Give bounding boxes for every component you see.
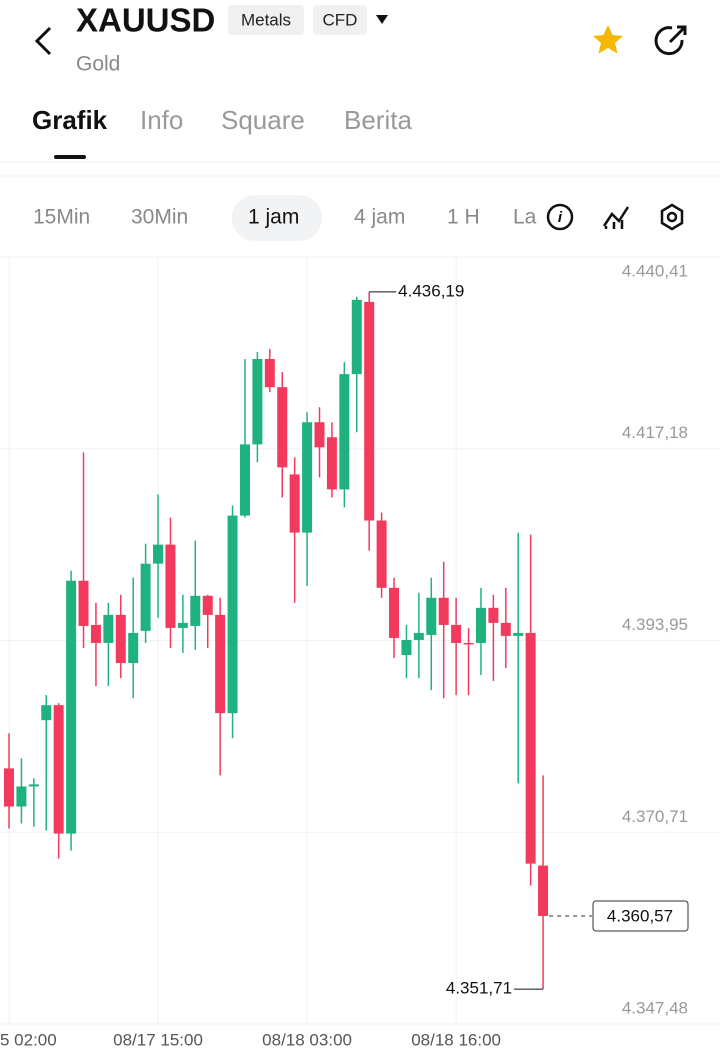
- settings-button[interactable]: [660, 203, 684, 231]
- candle-body: [53, 705, 64, 834]
- candle-body: [302, 422, 313, 533]
- candle-body: [227, 515, 238, 714]
- candle-body: [115, 614, 126, 663]
- tab-indicator: [54, 155, 86, 159]
- candle-body: [451, 624, 462, 643]
- candle-body: [438, 597, 449, 625]
- tab[interactable]: Info: [140, 105, 183, 135]
- x-tick-label: 08/18 03:00: [262, 1030, 352, 1049]
- candle-body: [314, 422, 325, 448]
- candle-body: [401, 639, 412, 655]
- share-button[interactable]: [654, 25, 687, 56]
- candle-body: [4, 768, 14, 807]
- tag-bg: [313, 5, 367, 35]
- candle-body: [326, 437, 337, 490]
- candle-body: [165, 544, 176, 628]
- tag-bg: [228, 5, 304, 35]
- candle-body: [538, 865, 549, 916]
- min-marker-label: 4.351,71: [446, 979, 512, 998]
- candle-body: [339, 374, 350, 490]
- candle-body: [66, 580, 77, 834]
- candle-body: [277, 387, 288, 468]
- candle-body: [153, 544, 164, 564]
- candle-body: [202, 595, 213, 615]
- chart: 4.440,41 4.417,18 4.393,95 4.370,71 4.347,48…: [0, 256, 720, 1049]
- favorite-star[interactable]: [593, 25, 623, 54]
- tag: Metals: [241, 10, 291, 29]
- candle-body: [513, 632, 524, 636]
- interval[interactable]: 4 jam: [354, 206, 405, 229]
- y-tick-label: 4.440,41: [622, 261, 688, 280]
- candle-body: [252, 359, 263, 445]
- x-tick-label: 08/17 15:00: [113, 1030, 203, 1049]
- interval[interactable]: 30Min: [131, 206, 188, 229]
- candle-body: [128, 632, 139, 663]
- candle-body: [239, 444, 250, 516]
- candles: [4, 291, 549, 990]
- dropdown[interactable]: [376, 15, 388, 24]
- last-price-box: [592, 900, 689, 932]
- candle-body: [413, 632, 424, 640]
- subtitle: Gold: [76, 53, 120, 76]
- x-tick-label: 08/18 16:00: [411, 1030, 501, 1049]
- x-tick-label: 5 02:00: [0, 1030, 57, 1049]
- max-marker-label: 4.436,19: [398, 281, 464, 300]
- indicator-button[interactable]: [602, 206, 630, 229]
- tab[interactable]: Berita: [344, 105, 412, 135]
- back-button[interactable]: [34, 26, 52, 56]
- tag: CFD: [323, 10, 358, 29]
- y-tick-label: 4.417,18: [622, 423, 688, 442]
- y-tick-label: 4.347,48: [622, 998, 688, 1017]
- candle-body: [140, 563, 151, 631]
- candle-body: [90, 624, 101, 643]
- last-price-label: 4.360,57: [607, 906, 673, 925]
- interval[interactable]: 1 H: [447, 206, 480, 229]
- candle-body: [426, 597, 437, 635]
- candle-body: [500, 622, 511, 636]
- candle-body: [177, 622, 188, 628]
- candle-body: [525, 632, 536, 864]
- candle-body: [389, 587, 400, 638]
- candle-body: [351, 299, 362, 375]
- info-button[interactable]: i: [546, 203, 574, 231]
- candle-body: [215, 614, 226, 714]
- interval[interactable]: La: [513, 206, 537, 229]
- y-tick-label: 4.393,95: [622, 615, 688, 634]
- symbol: XAUUSD: [76, 2, 215, 39]
- candle-body: [264, 359, 275, 388]
- tab[interactable]: Grafik: [32, 105, 108, 135]
- tab[interactable]: Square: [221, 105, 305, 135]
- candle-body: [190, 595, 201, 626]
- svg-text:i: i: [558, 209, 563, 226]
- interval-selected-bg: [232, 195, 322, 241]
- candle-body: [28, 784, 39, 787]
- candle-body: [463, 642, 474, 645]
- candle-body: [103, 614, 114, 643]
- candle-body: [41, 705, 52, 721]
- candle-body: [78, 580, 89, 626]
- candle-body: [488, 607, 499, 623]
- candle-body: [364, 301, 375, 521]
- candle-body: [289, 474, 300, 533]
- candle-body: [475, 607, 486, 643]
- interval[interactable]: 15Min: [33, 206, 90, 229]
- candle-body: [16, 786, 27, 807]
- interval[interactable]: 1 jam: [248, 206, 299, 229]
- candle-body: [376, 520, 387, 588]
- y-tick-label: 4.370,71: [622, 807, 688, 826]
